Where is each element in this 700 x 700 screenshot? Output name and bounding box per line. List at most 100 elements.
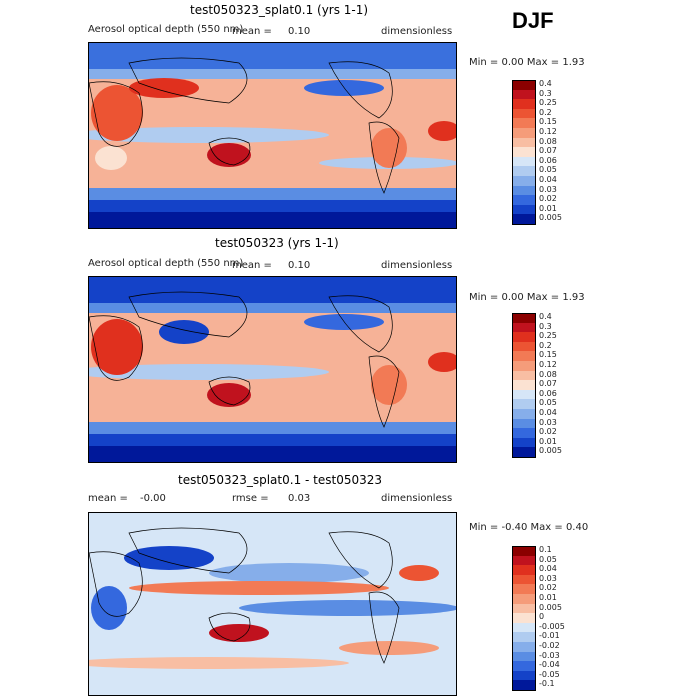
- colorbar-tick-label: 0.3: [539, 321, 552, 331]
- colorbar-tick-label: 0.1: [539, 545, 552, 554]
- panel3-coast-australia: [208, 612, 251, 642]
- colorbar-swatch: [512, 99, 536, 109]
- colorbar-swatch: [512, 632, 536, 642]
- colorbar-tick-label: 0.08: [539, 136, 557, 146]
- panel2-units: dimensionless: [381, 260, 453, 271]
- panel2-mean-label: mean =: [232, 260, 272, 271]
- colorbar-tick-label: 0.04: [539, 175, 557, 184]
- panel1-africa-dust: [91, 85, 143, 141]
- colorbar-tick-label: 0.005: [539, 602, 562, 612]
- colorbar-tick-label: 0.15: [539, 350, 557, 360]
- colorbar-swatch: [512, 613, 536, 623]
- colorbar-swatch: [512, 409, 536, 419]
- panel2-arctic-band: [89, 277, 456, 307]
- panel3-colorbar-swatches: 0.1 0.05 0.04 0.03 0.02 0.01 0.005 0 -0.005 -0.01…: [512, 545, 582, 691]
- panel2-map-svg: [89, 277, 456, 462]
- panel1-coast-namerica: [328, 61, 393, 119]
- colorbar-swatch: [512, 546, 536, 557]
- panel2-atlantic-red: [428, 352, 456, 372]
- panel1-variable-label: Aerosol optical depth (550 nm): [88, 24, 244, 35]
- panel3-coast-samerica: [368, 591, 400, 664]
- colorbar-swatch: [512, 603, 536, 614]
- panel3-neg-band: [239, 600, 456, 616]
- panel1-arctic-edge: [89, 69, 456, 79]
- colorbar-tick-label: 0.15: [539, 117, 557, 127]
- panel3-pos-band: [129, 581, 389, 595]
- panel2-southern-band2: [89, 434, 456, 446]
- colorbar-swatch: [512, 341, 536, 352]
- panel3-southern-pos: [89, 657, 349, 669]
- colorbar-swatch: [512, 128, 536, 138]
- colorbar-tick-label: 0.03: [539, 573, 557, 583]
- colorbar-swatch: [512, 156, 536, 167]
- panel1-australia: [207, 143, 251, 167]
- colorbar-swatch: [512, 185, 536, 196]
- panel1-units: dimensionless: [381, 26, 453, 37]
- panel2-map: [88, 276, 457, 463]
- colorbar-swatch: [512, 437, 536, 448]
- colorbar-tick-label: -0.1: [539, 679, 555, 689]
- panel2-variable-label: Aerosol optical depth (550 nm): [88, 258, 244, 269]
- colorbar-tick-label: 0.005: [539, 446, 562, 456]
- panel1-colorbar-swatches: 0.4 0.3 0.25 0.2 0.15 0.12 0.08 0.07 0.06 0.05 0.0…: [512, 79, 582, 225]
- colorbar-tick-label: 0.01: [539, 436, 557, 446]
- colorbar-swatch: [512, 428, 536, 438]
- colorbar-swatch: [512, 166, 536, 176]
- panel3-map: [88, 512, 457, 696]
- panel3-mean-value: -0.00: [140, 493, 166, 504]
- panel3-coast-africa: [89, 551, 143, 617]
- colorbar-swatch: [512, 332, 536, 342]
- colorbar-swatch: [512, 118, 536, 128]
- panel2-africa-dust: [91, 319, 143, 375]
- panel3-units: dimensionless: [381, 493, 453, 504]
- colorbar-tick-label: 0.04: [539, 408, 557, 417]
- colorbar-swatch: [512, 147, 536, 157]
- colorbar-swatch: [512, 176, 536, 186]
- panel1-coast-samerica: [368, 121, 400, 194]
- panel3-africa-neg: [91, 586, 127, 630]
- panel1-title: test050323_splat0.1 (yrs 1-1): [190, 3, 369, 17]
- panel3-rmse-value: 0.03: [288, 493, 311, 504]
- colorbar-tick-label: -0.03: [539, 650, 560, 660]
- panel2-australia: [207, 383, 251, 407]
- panel1-mean-value: 0.10: [288, 26, 311, 37]
- colorbar-swatch: [512, 584, 536, 594]
- colorbar-swatch: [512, 89, 536, 100]
- colorbar-tick-label: 0.05: [539, 398, 557, 408]
- colorbar-tick-label: 0.25: [539, 98, 557, 108]
- colorbar-tick-label: 0.02: [539, 583, 557, 593]
- colorbar-tick-label: 0.25: [539, 331, 557, 341]
- colorbar-tick-label: 0.05: [539, 554, 557, 564]
- colorbar-tick-label: 0.03: [539, 417, 557, 427]
- panel3-colorbar: 0.1 0.05 0.04 0.03 0.02 0.01 0.005 0 -0.005 -0.01…: [512, 545, 582, 691]
- colorbar-tick-label: -0.01: [539, 631, 560, 641]
- panel2-southern-band: [89, 422, 456, 434]
- panel1-southern-band: [89, 188, 456, 200]
- colorbar-tick-label: 0.2: [539, 340, 552, 350]
- panel1-itcz-band: [89, 127, 329, 143]
- panel3-map-svg: [89, 513, 456, 695]
- panel1-coast-africa: [89, 81, 143, 147]
- colorbar-tick-label: 0.03: [539, 184, 557, 194]
- colorbar-swatch: [512, 661, 536, 671]
- panel1-map-svg: [89, 43, 456, 228]
- panel1-africa-south: [95, 146, 127, 170]
- colorbar-tick-label: -0.02: [539, 641, 560, 650]
- panel1-coast-eurasia: [128, 57, 248, 104]
- colorbar-swatch: [512, 108, 536, 119]
- colorbar-swatch: [512, 361, 536, 371]
- colorbar-tick-label: 0.07: [539, 146, 557, 156]
- panel2-title: test050323 (yrs 1-1): [215, 236, 339, 250]
- panel2-antarctic-band: [89, 446, 456, 462]
- panel1-minmax: Min = 0.00 Max = 1.93: [469, 57, 585, 68]
- panel2-mean-value: 0.10: [288, 260, 311, 271]
- colorbar-tick-label: 0.12: [539, 360, 557, 369]
- panel2-itcz-band: [89, 364, 329, 380]
- colorbar-swatch: [512, 565, 536, 575]
- colorbar-tick-label: 0.02: [539, 427, 557, 437]
- panel3-pacific-pos: [339, 641, 439, 655]
- colorbar-swatch: [512, 313, 536, 324]
- panel1-colorbar: 0.4 0.3 0.25 0.2 0.15 0.12 0.08 0.07 0.06 0.05 0.0…: [512, 79, 582, 225]
- colorbar-tick-label: 0.01: [539, 593, 557, 602]
- colorbar-swatch: [512, 80, 536, 91]
